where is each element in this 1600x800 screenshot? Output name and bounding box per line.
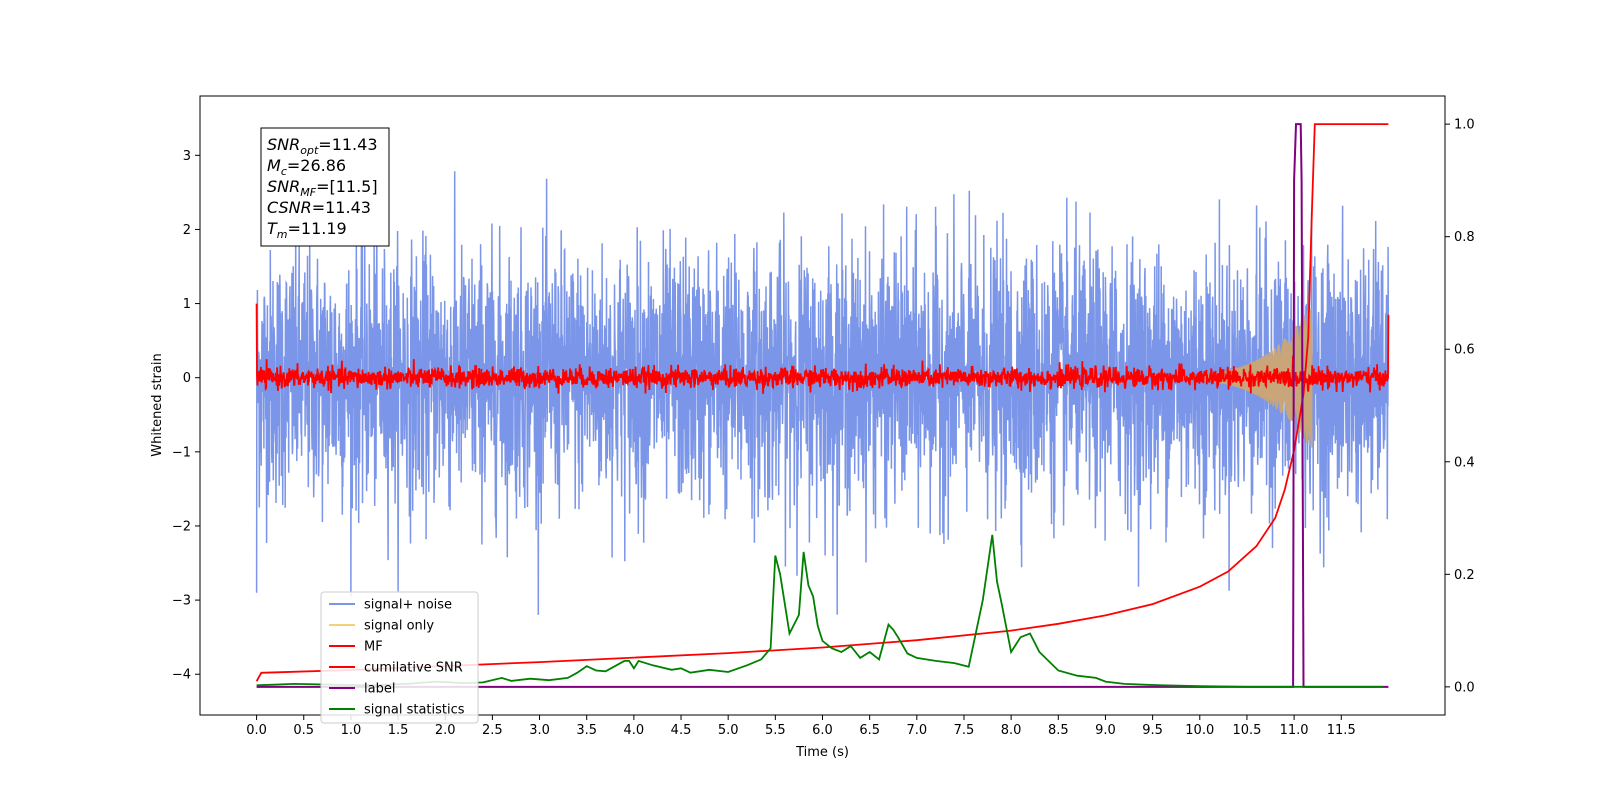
y-axis-right: 1.0 0.8 0.6 0.4 0.2 0.0: [1445, 118, 1475, 695]
legend-entry: signal+ noise: [364, 598, 452, 613]
legend-entry: cumilative SNR: [364, 661, 463, 676]
x-tick-label: 9.5: [1142, 723, 1163, 738]
x-tick-label: 3.5: [576, 723, 597, 738]
x-tick-label: 1.0: [341, 723, 362, 738]
y-tick-label: 2: [183, 223, 191, 238]
legend-entry: signal only: [364, 619, 434, 634]
legend-entry: label: [364, 682, 395, 697]
x-tick-label: 5.0: [718, 723, 739, 738]
legend-entry: signal statistics: [364, 703, 465, 718]
x-tick-label: 3.0: [529, 723, 550, 738]
stats-annotation-box: SNRopt=11.43Mc=26.86SNRMF=[11.5]CSNR=11.…: [260, 127, 390, 247]
annotation-line: SNRMF=[11.5]: [267, 177, 378, 199]
x-tick-label: 10.0: [1185, 723, 1214, 738]
annotation-line: Tm=11.19: [267, 219, 347, 241]
series-cumulative-snr: [255, 123, 1389, 682]
x-tick-label: 7.5: [954, 723, 975, 738]
x-tick-label: 2.5: [482, 723, 503, 738]
y-tick-label: 1: [183, 297, 191, 312]
x-tick-label: 1.5: [388, 723, 409, 738]
y2-tick-label: 1.0: [1454, 118, 1475, 133]
series-signal-statistics: [256, 534, 1383, 688]
annotation-frame: [260, 127, 390, 247]
annotation-line: SNRopt=11.43: [267, 135, 378, 157]
x-tick-label: 10.5: [1232, 723, 1261, 738]
x-tick-label: 7.0: [906, 723, 927, 738]
x-tick-label: 0.0: [246, 723, 267, 738]
y2-tick-label: 0.2: [1454, 568, 1475, 583]
y2-tick-label: 0.4: [1454, 455, 1475, 470]
y-axis-label: Whitened strain: [150, 353, 165, 456]
y2-tick-label: 0.6: [1454, 343, 1475, 358]
x-axis-label: Time (s): [795, 745, 849, 760]
x-tick-label: 6.5: [859, 723, 880, 738]
annotation-line: CSNR=11.43: [267, 198, 371, 217]
series-signal-plus-noise: [255, 171, 1390, 615]
x-tick-label: 11.5: [1327, 723, 1356, 738]
x-tick-label: 0.5: [293, 723, 314, 738]
y-axis-left: 3 2 1 0 −1 −2 −3 −4: [172, 149, 200, 683]
x-axis: 0.0 0.5 1.0 1.5 2.0 2.5 3.0 3.5 4.0 4.5 5.0 5.5 6.0 6…: [246, 715, 1356, 738]
y-tick-label: −2: [172, 519, 191, 534]
plot-area: [255, 123, 1390, 688]
y2-tick-label: 0.0: [1454, 680, 1475, 695]
x-tick-label: 8.5: [1048, 723, 1069, 738]
legend-frame: [320, 591, 479, 724]
y-tick-label: 3: [183, 149, 191, 164]
y-tick-label: −4: [172, 668, 191, 683]
annotation-line: Mc=26.86: [267, 156, 346, 178]
legend: signal+ noise signal only MF cumilative SNR…: [320, 591, 479, 724]
x-tick-label: 11.0: [1280, 723, 1309, 738]
y-tick-label: −3: [172, 594, 191, 609]
y-tick-label: 0: [183, 371, 191, 386]
y-tick-label: −1: [172, 445, 191, 460]
legend-entry: MF: [364, 640, 383, 655]
x-tick-label: 2.0: [435, 723, 456, 738]
series-mf: [255, 303, 1390, 394]
y2-tick-label: 0.8: [1454, 230, 1475, 245]
x-tick-label: 4.0: [624, 723, 645, 738]
x-tick-label: 6.0: [812, 723, 833, 738]
x-tick-label: 5.5: [765, 723, 786, 738]
x-tick-label: 9.0: [1095, 723, 1116, 738]
x-tick-label: 8.0: [1001, 723, 1022, 738]
x-tick-label: 4.5: [671, 723, 692, 738]
